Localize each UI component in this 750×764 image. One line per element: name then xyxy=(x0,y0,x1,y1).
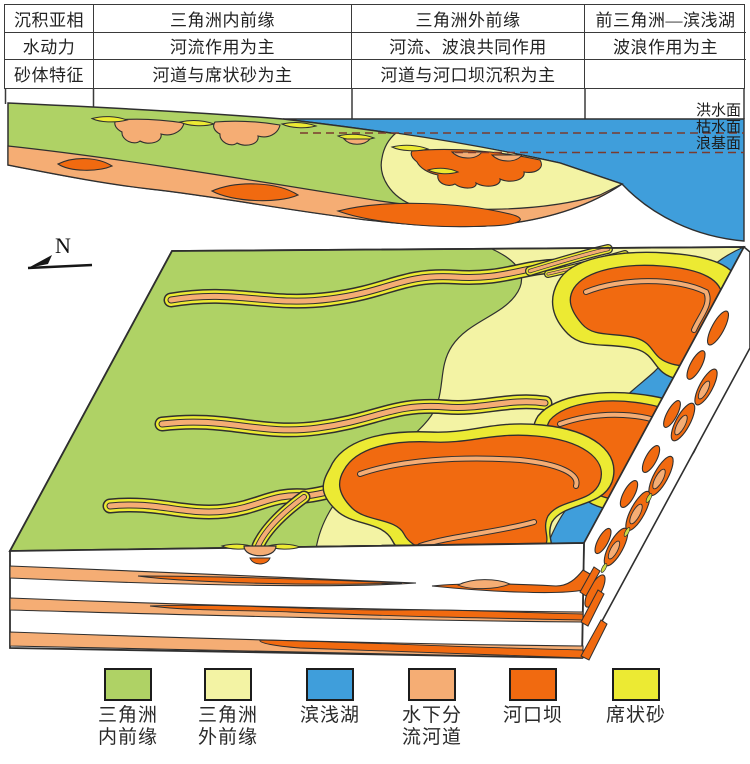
legend-item-delta-inner-front: 三角洲 内前缘 xyxy=(73,668,183,749)
band-corner-hooks xyxy=(579,566,608,661)
table-cell: 前三角洲—滨浅湖 xyxy=(585,5,746,33)
legend-item-subaqueous-channel: 水下分 流河道 xyxy=(377,668,487,749)
distributary-channel-2 xyxy=(154,394,553,438)
front-face-channel-cut xyxy=(220,543,302,565)
legend-item-shore-shallow-lake: 滨浅湖 xyxy=(275,668,385,727)
legend-item-mouth-bar: 河口坝 xyxy=(478,668,588,727)
mouth-bar-lobe-3 xyxy=(322,423,615,565)
table-cell: 沉积亚相 xyxy=(5,5,94,33)
table-cell: 波浪作用为主 xyxy=(585,33,746,60)
table-cell: 河流作用为主 xyxy=(94,32,352,60)
north-arrowhead xyxy=(28,255,52,268)
table-cell: 水动力 xyxy=(5,32,94,60)
map-legend: 三角洲 内前缘 三角洲 外前缘 滨浅湖 水下分 流河道 河口坝 席状砂 xyxy=(0,668,750,764)
table-cell: 河道与席状砂为主 xyxy=(94,60,352,88)
basal-channel-sand-layer xyxy=(7,145,623,227)
side-face-lens-salmon-cores xyxy=(607,380,711,560)
channel-lobe-cluster xyxy=(213,120,318,146)
cross-section-diagram: 洪水面 枯水面 浪基面 xyxy=(7,102,745,242)
legend-item-sheet-sand: 席状砂 xyxy=(581,668,691,727)
flood-water-level-label: 洪水面 xyxy=(696,102,741,119)
table-cell: 河流、波浪共同作用 xyxy=(352,32,585,60)
mouth-bar-cluster xyxy=(390,144,542,189)
legend-swatch-delta-outer-front xyxy=(204,668,252,701)
mouth-bar-lenses xyxy=(56,158,521,228)
block-diagram xyxy=(8,244,750,661)
distributary-channel-1 xyxy=(163,258,566,309)
block-side-face xyxy=(581,245,750,659)
wave-base-label: 浪基面 xyxy=(696,135,741,152)
table-cell: 河道与河口坝沉积为主 xyxy=(352,60,585,88)
legend-item-delta-outer-front: 三角洲 外前缘 xyxy=(173,668,283,749)
sheet-sand-lens xyxy=(336,133,376,145)
table-cell: 三角洲内前缘 xyxy=(94,5,352,33)
north-arrow: N xyxy=(27,233,93,270)
table-cell: 砂体特征 xyxy=(5,60,94,88)
legend-swatch-sheet-sand xyxy=(612,668,660,701)
legend-swatch-shore-shallow-lake xyxy=(306,668,354,701)
legend-swatch-delta-inner-front xyxy=(104,668,152,701)
legend-swatch-mouth-bar xyxy=(509,668,557,701)
north-label: N xyxy=(55,233,71,258)
facies-table: 沉积亚相 三角洲内前缘 三角洲外前缘 前三角洲—滨浅湖 水动力 河流作用为主 河… xyxy=(4,4,746,89)
low-water-level-label: 枯水面 xyxy=(696,119,741,136)
table-cell: 三角洲外前缘 xyxy=(352,5,585,33)
block-front-face xyxy=(9,542,608,661)
legend-swatch-subaqueous-channel xyxy=(408,668,456,701)
side-face-lens-tips xyxy=(600,493,653,573)
channel-lobe-cluster xyxy=(90,116,216,144)
